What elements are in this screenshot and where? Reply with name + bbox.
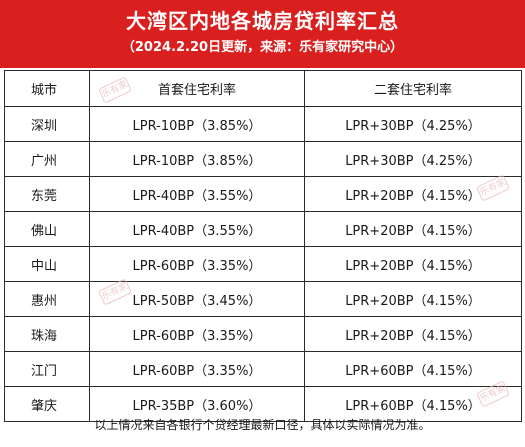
- first-home-rate-cell: LPR-60BP（3.35%）: [89, 351, 305, 387]
- second-home-rate-cell: LPR+20BP（4.15%）: [304, 316, 522, 352]
- table-header-row: 城市 首套住宅利率 二套住宅利率: [4, 70, 522, 107]
- table-row: 江门 LPR-60BP（3.35%） LPR+60BP（4.15%）: [4, 351, 522, 387]
- first-home-rate-cell: LPR-60BP（3.35%）: [89, 246, 305, 282]
- second-home-rate-cell: LPR+30BP（4.25%）: [304, 141, 522, 177]
- first-home-rate-cell: LPR-60BP（3.35%）: [89, 316, 305, 352]
- header-banner: 大湾区内地各城房贷利率汇总 （2024.2.20日更新，来源：乐有家研究中心）: [0, 0, 525, 68]
- table-row: 佛山 LPR-40BP（3.55%） LPR+20BP（4.15%）: [4, 211, 522, 247]
- table-row: 珠海 LPR-60BP（3.35%） LPR+20BP（4.15%）: [4, 316, 522, 352]
- second-home-rate-cell: LPR+20BP（4.15%）: [304, 211, 522, 247]
- city-cell: 珠海: [4, 316, 90, 352]
- column-header-first-home-rate: 首套住宅利率: [89, 70, 305, 107]
- column-header-city: 城市: [4, 70, 90, 107]
- second-home-rate-cell: LPR+20BP（4.15%）: [304, 176, 522, 212]
- first-home-rate-cell: LPR-40BP（3.55%）: [89, 176, 305, 212]
- second-home-rate-cell: LPR+60BP（4.15%）: [304, 386, 522, 422]
- table-row: 肇庆 LPR-35BP（3.60%） LPR+60BP（4.15%）: [4, 386, 522, 422]
- city-cell: 中山: [4, 246, 90, 282]
- table-row: 中山 LPR-60BP（3.35%） LPR+20BP（4.15%）: [4, 246, 522, 282]
- first-home-rate-cell: LPR-10BP（3.85%）: [89, 106, 305, 142]
- city-cell: 广州: [4, 141, 90, 177]
- city-cell: 东莞: [4, 176, 90, 212]
- table-row: 深圳 LPR-10BP（3.85%） LPR+30BP（4.25%）: [4, 106, 522, 142]
- page-subtitle: （2024.2.20日更新，来源：乐有家研究中心）: [121, 40, 404, 55]
- city-cell: 惠州: [4, 281, 90, 317]
- second-home-rate-cell: LPR+20BP（4.15%）: [304, 281, 522, 317]
- city-cell: 深圳: [4, 106, 90, 142]
- rates-table: 城市 首套住宅利率 二套住宅利率 深圳 LPR-10BP（3.85%） LPR+…: [4, 70, 522, 422]
- page-title: 大湾区内地各城房贷利率汇总: [126, 9, 399, 33]
- second-home-rate-cell: LPR+20BP（4.15%）: [304, 246, 522, 282]
- table-row: 东莞 LPR-40BP（3.55%） LPR+20BP（4.15%）: [4, 176, 522, 212]
- column-header-second-home-rate: 二套住宅利率: [304, 70, 522, 107]
- city-cell: 佛山: [4, 211, 90, 247]
- table-row: 广州 LPR-10BP（3.85%） LPR+30BP（4.25%）: [4, 141, 522, 177]
- city-cell: 江门: [4, 351, 90, 387]
- footer-note: 以上情况来自各银行个贷经理最新口径，具体以实际情况为准。: [94, 418, 431, 432]
- city-cell: 肇庆: [4, 386, 90, 422]
- first-home-rate-cell: LPR-10BP（3.85%）: [89, 141, 305, 177]
- first-home-rate-cell: LPR-40BP（3.55%）: [89, 211, 305, 247]
- table-row: 惠州 LPR-50BP（3.45%） LPR+20BP（4.15%）: [4, 281, 522, 317]
- second-home-rate-cell: LPR+60BP（4.15%）: [304, 351, 522, 387]
- second-home-rate-cell: LPR+30BP（4.25%）: [304, 106, 522, 142]
